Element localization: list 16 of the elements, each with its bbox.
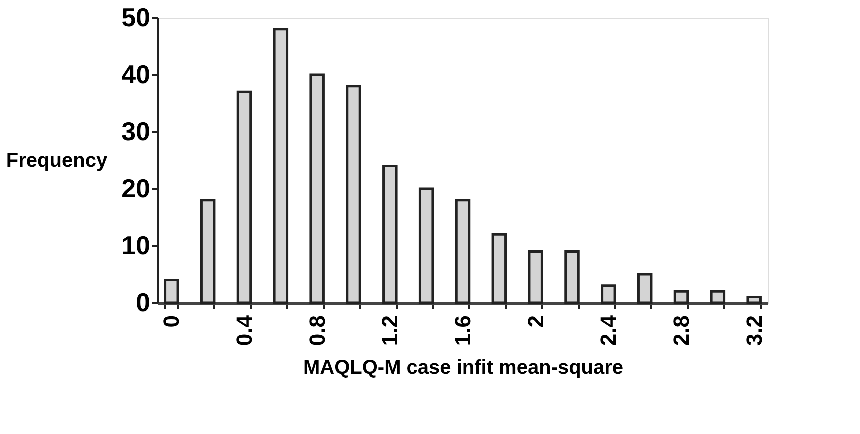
y-tick-label: 20 xyxy=(122,174,150,204)
x-tick-label: 0.8 xyxy=(304,316,330,346)
x-tick-label: 2.8 xyxy=(669,316,694,346)
x-axis-title: MAQLQ-M case infit mean-square xyxy=(303,357,624,380)
y-tick-label: 10 xyxy=(122,230,150,260)
y-tick-label: 40 xyxy=(122,60,150,90)
x-tick-label: 0 xyxy=(159,316,184,328)
y-axis-title: Frequency xyxy=(6,150,108,172)
x-tick-label: 0.4 xyxy=(232,314,257,346)
y-tick-label: 30 xyxy=(122,116,150,146)
x-tick-label: 1.6 xyxy=(450,316,476,346)
x-tick-label: 3.2 xyxy=(742,316,767,346)
x-tick-label: 2 xyxy=(523,316,548,328)
y-tick-label: 50 xyxy=(122,2,150,32)
x-tick-label: 1.2 xyxy=(378,316,403,346)
x-tick-label: 2.4 xyxy=(596,314,622,346)
